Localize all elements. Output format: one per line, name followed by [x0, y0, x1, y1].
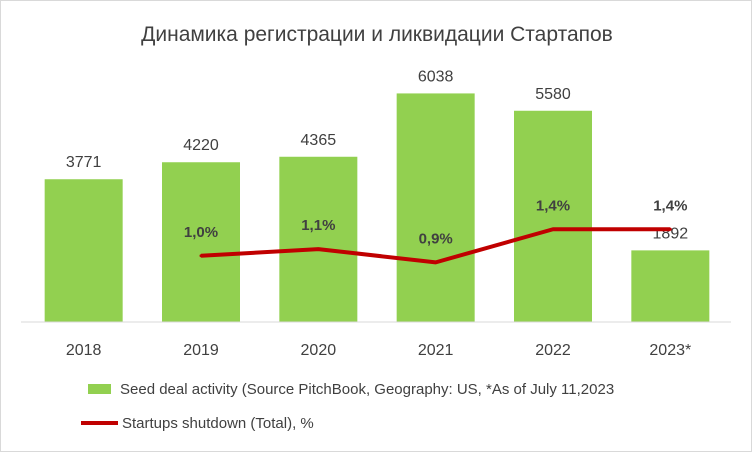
shutdown-value-label: 1,0% — [184, 224, 218, 241]
shutdown-point — [199, 254, 203, 258]
legend: Seed deal activity (Source PitchBook, Ge… — [81, 381, 614, 432]
bar-2021 — [396, 93, 475, 322]
x-tick-label: 2023* — [649, 342, 691, 359]
shutdown-value-label: 1,4% — [536, 197, 570, 214]
shutdown-point — [668, 227, 672, 231]
shutdown-point — [434, 260, 438, 264]
bar-2019 — [162, 162, 240, 322]
bar-2023* — [631, 250, 710, 322]
bar-value-label: 3771 — [66, 154, 102, 171]
x-tick-label: 2020 — [301, 342, 337, 359]
bar-value-label: 4220 — [183, 137, 219, 154]
x-tick-label: 2018 — [66, 342, 102, 359]
shutdown-value-label: 0,9% — [419, 230, 453, 247]
bar-2018 — [44, 179, 123, 322]
shutdown-point — [551, 227, 555, 231]
shutdown-value-label: 1,4% — [653, 197, 687, 214]
bar-value-label: 6038 — [418, 68, 454, 85]
bar-2022 — [514, 110, 592, 322]
shutdown-value-label: 1,1% — [301, 217, 335, 234]
x-tick-labels: 2018 2019 2020 2021 2022 2023* — [66, 342, 691, 359]
bar-value-label: 4365 — [301, 132, 337, 149]
bar-value-label: 5580 — [535, 86, 571, 103]
shutdown-point — [316, 247, 320, 251]
legend-bar-label: Seed deal activity (Source PitchBook, Ge… — [120, 381, 614, 398]
bar-2020 — [279, 156, 358, 322]
x-tick-label: 2022 — [535, 342, 571, 359]
legend-bar-swatch — [88, 384, 111, 394]
x-tick-label: 2019 — [183, 342, 219, 359]
chart-title: Динамика регистрации и ликвидации Старта… — [141, 23, 613, 46]
x-tick-label: 2021 — [418, 342, 454, 359]
line-layer: 1,0% 1,1% 0,9% 1,4% 1,4% — [184, 197, 687, 265]
legend-line-label: Startups shutdown (Total), % — [122, 415, 314, 432]
